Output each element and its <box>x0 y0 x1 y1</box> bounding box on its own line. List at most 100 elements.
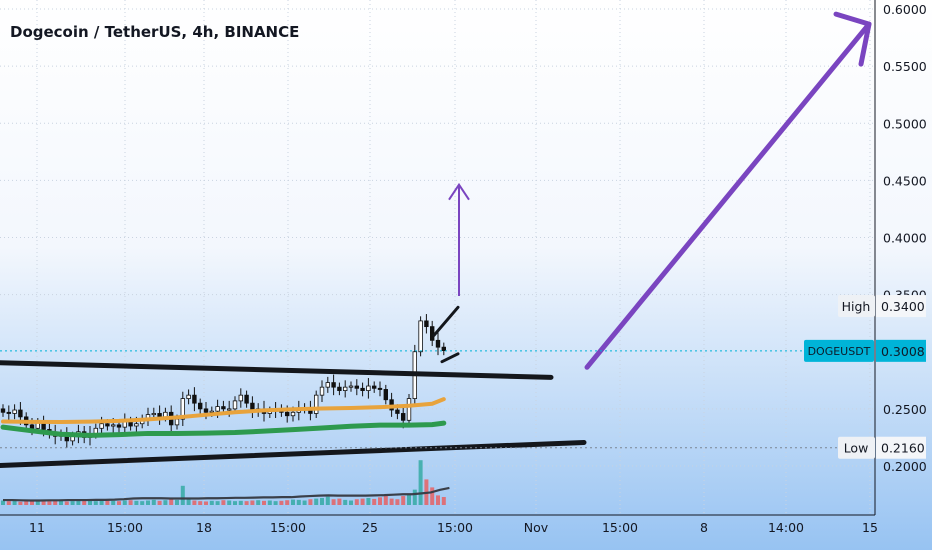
symbol-label: DOGEUSDT <box>808 345 871 358</box>
volume-bar <box>128 500 133 505</box>
wedge-upper-line[interactable] <box>432 305 460 337</box>
upper-trendline[interactable] <box>0 360 554 380</box>
volume-bar <box>70 501 75 505</box>
candle-body <box>424 320 429 328</box>
candle-body <box>157 413 162 418</box>
volume-bar <box>215 501 220 505</box>
candle-body <box>429 326 435 341</box>
lower-trendline[interactable] <box>0 439 587 469</box>
candle-body <box>435 339 441 348</box>
y-tick-label: 0.5000 <box>883 116 927 131</box>
volume-bars <box>1 460 450 505</box>
volume-bar <box>407 494 411 505</box>
candle-body <box>105 423 110 427</box>
candle-body <box>134 423 139 427</box>
y-tick-label: 0.6000 <box>883 2 927 17</box>
short-arrow-head[interactable] <box>448 182 470 201</box>
candle-body <box>354 385 359 389</box>
low-value-label: 0.2160 <box>881 441 925 456</box>
volume-bar <box>35 500 40 505</box>
volume-bar <box>41 500 46 505</box>
volume-bar <box>360 498 365 505</box>
candle-body <box>377 387 383 390</box>
volume-bar <box>134 500 139 505</box>
candle-body <box>313 394 319 414</box>
volume-bar <box>30 501 34 505</box>
candle-body <box>360 387 365 391</box>
candle-body <box>221 406 226 410</box>
x-tick-label: 25 <box>362 520 378 535</box>
volume-bar <box>314 498 319 505</box>
volume-bar <box>18 501 23 505</box>
volume-bar <box>430 487 435 505</box>
volume-bar <box>82 500 87 505</box>
symbol-badge <box>804 339 874 362</box>
volume-bar <box>418 460 423 505</box>
high-name-label: High <box>842 299 871 314</box>
volume-bar <box>105 500 110 505</box>
high-name-box <box>838 295 875 318</box>
volume-bar <box>378 497 382 505</box>
volume-bar <box>244 501 249 505</box>
candle-body <box>203 408 209 413</box>
volume-bar <box>279 500 284 505</box>
orange-moving-average <box>1 397 446 425</box>
candle-body <box>6 411 11 414</box>
volume-bar <box>256 500 261 505</box>
volume-bar <box>233 501 237 505</box>
candle-body <box>209 410 214 413</box>
volume-bar <box>395 499 400 505</box>
volume-bar <box>302 500 307 505</box>
candle-body <box>418 320 423 353</box>
candle-body <box>400 413 406 421</box>
volume-bar <box>64 501 69 505</box>
x-tick-label: 15:00 <box>437 520 473 535</box>
volume-bar <box>175 499 179 505</box>
candle-body <box>337 386 342 391</box>
candle-body <box>366 385 371 391</box>
candle-body <box>151 413 156 416</box>
chart-title: Dogecoin / TetherUS, 4h, BINANCE <box>10 23 299 41</box>
volume-bar <box>198 501 203 505</box>
volume-bar <box>273 501 278 505</box>
long-arrow-head[interactable] <box>833 11 872 67</box>
volume-bar <box>383 495 388 505</box>
volume-bar <box>389 498 394 505</box>
volume-bar <box>146 500 150 505</box>
wedge-lower-line[interactable] <box>440 352 460 364</box>
candle-body <box>111 424 116 427</box>
volume-bar <box>140 501 145 505</box>
candle-body <box>29 424 35 429</box>
current-price-label: 0.3008 <box>881 344 925 359</box>
volume-bar <box>227 500 232 505</box>
x-tick-label: 14:00 <box>768 520 804 535</box>
x-tick-label: 11 <box>29 520 45 535</box>
low-name-box <box>838 436 875 459</box>
volume-bar <box>12 499 17 505</box>
volume-bar <box>1 500 5 505</box>
x-tick-label: Nov <box>524 520 549 535</box>
volume-bar <box>88 500 92 505</box>
candle-body <box>18 409 23 418</box>
y-tick-label: 0.4000 <box>883 231 927 246</box>
candle-body <box>406 398 412 421</box>
volume-bar <box>349 500 353 505</box>
volume-bar <box>337 498 342 505</box>
candle-body <box>284 411 290 417</box>
candle-body <box>331 382 336 388</box>
low-name-label: Low <box>844 441 869 456</box>
drawing-annotations[interactable] <box>0 11 872 469</box>
long-target-arrow[interactable] <box>584 21 872 370</box>
candle-body <box>319 386 325 396</box>
volume-bar <box>117 501 121 505</box>
x-tick-label: 15:00 <box>602 520 638 535</box>
volume-bar <box>372 498 377 505</box>
x-tick-label: 8 <box>700 520 708 535</box>
volume-bar <box>331 499 336 505</box>
y-tick-label: 0.2500 <box>883 402 927 417</box>
volume-bar <box>308 499 313 505</box>
candle-body <box>186 394 191 399</box>
